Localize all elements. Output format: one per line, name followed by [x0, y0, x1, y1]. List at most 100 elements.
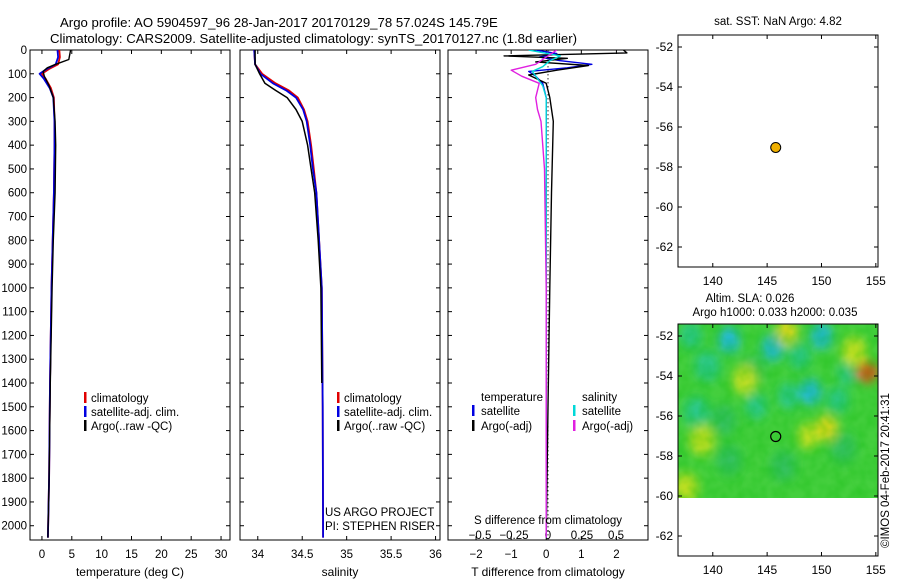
map-x-tick-label: 150 [811, 274, 831, 288]
t-difference-x-label: T difference from climatology [471, 565, 625, 579]
legend-swatch-sal-satellite [573, 405, 576, 416]
salinity-plot-frame [239, 49, 441, 541]
profile-line-argo-raw-qc [254, 50, 323, 384]
salinity-x-tick-label: 35 [340, 549, 353, 561]
legend-label-sal-argo: Argo(-adj) [582, 421, 633, 433]
s-difference-tick-label: 0.5 [608, 530, 624, 542]
salinity-x-tick-label: 34.5 [291, 549, 313, 561]
figure-title-line2: Climatology: CARS2009. Satellite-adjuste… [50, 31, 577, 46]
temperature-x-label: temperature (deg C) [76, 565, 184, 579]
salinity-x-tick-label: 35.5 [380, 549, 402, 561]
principal-investigator: PI: STEPHEN RISER [325, 521, 435, 533]
sst-map-points [770, 141, 782, 153]
difference-depth-ticks [448, 49, 648, 527]
legend-label-temp-argo: Argo(-adj) [481, 421, 532, 433]
temperature-x-tick-label: 5 [69, 549, 75, 561]
s-difference-tick-label: −0.5 [469, 530, 492, 542]
map-x-tick-label: 140 [703, 563, 723, 577]
map-x-tick-label: 155 [866, 274, 886, 288]
legend-swatch-argo [337, 420, 340, 431]
legend-swatch-climatology [337, 392, 340, 403]
depth-tick-label: 1900 [1, 497, 27, 509]
depth-tick-label: 300 [8, 116, 27, 128]
temperature-x-tick-label: 25 [185, 549, 198, 561]
depth-tick-label: 900 [8, 259, 27, 271]
legend-label-temp-satellite: satellite [481, 406, 520, 418]
depth-tick-label: 1100 [2, 307, 27, 319]
depth-tick-label: 400 [8, 140, 27, 152]
temperature-profiles [38, 50, 72, 538]
sla-map-axes: 140 145 150 155 -52 -54 -56 -58 -60 -62 [656, 324, 886, 577]
depth-tick-label: 0 [21, 45, 27, 57]
legend-label-sal-satellite: satellite [582, 406, 621, 418]
sla-map-panel: Altim. SLA: 0.026 Argo h1000: 0.033 h200… [656, 293, 887, 577]
salinity-legend: climatology satellite-adj. clim. Argo(..… [337, 392, 432, 433]
map-y-tick-label: -60 [656, 200, 674, 214]
profile-line-salinity-argo-adj [510, 50, 558, 538]
project-name: US ARGO PROJECT [325, 507, 434, 519]
map-y-tick-label: -54 [656, 369, 674, 383]
difference-x-axis: −2 −1 0 1 2 −0.5 −0.25 0 0.25 0.5 [469, 50, 624, 561]
depth-tick-label: 200 [8, 93, 27, 105]
imos-watermark: ©IMOS 04-Feb-2017 20:41:31 [880, 393, 892, 548]
legend-label-climatology: climatology [91, 393, 149, 405]
temperature-plot-frame [29, 49, 231, 541]
salinity-x-axis: 34 34.5 35 35.5 36 [251, 50, 442, 561]
s-difference-tick-label: 0 [545, 530, 551, 542]
map-x-tick-label: 145 [757, 563, 777, 577]
depth-tick-label: 2000 [1, 521, 27, 533]
salinity-x-tick-label: 34 [251, 549, 264, 561]
map-x-tick-label: 145 [757, 274, 777, 288]
sst-map-axes: 140 145 150 155 -52 -54 -56 -58 -60 -62 [656, 35, 886, 288]
legend-label-climatology: climatology [344, 393, 402, 405]
map-y-tick-label: -54 [656, 80, 674, 94]
salinity-depth-ticks [240, 49, 440, 527]
map-y-tick-label: -56 [656, 409, 674, 423]
figure-title-line1: Argo profile: AO 5904597_96 28-Jan-2017 … [60, 15, 498, 30]
sla-texture [678, 324, 878, 498]
sla-heatmap [678, 324, 878, 498]
profile-line-temperature-satellite [528, 50, 593, 538]
map-x-tick-label: 150 [811, 563, 831, 577]
temperature-legend: climatology satellite-adj. clim. Argo(..… [84, 392, 179, 433]
difference-x-tick-label: −1 [505, 549, 518, 561]
legend-swatch-satellite [84, 406, 87, 417]
depth-tick-label: 1200 [1, 330, 27, 342]
map-y-tick-label: -62 [656, 529, 674, 543]
salinity-panel: 34 34.5 35 35.5 36 climatology satellite-adj… [239, 49, 442, 579]
depth-tick-label: 100 [8, 69, 27, 81]
legend-label-argo: Argo(..raw -QC) [344, 421, 425, 433]
temperature-x-tick-label: 30 [215, 549, 228, 561]
map-y-tick-label: -52 [656, 329, 674, 343]
depth-tick-label: 800 [8, 235, 27, 247]
map-y-tick-label: -58 [656, 160, 674, 174]
s-difference-tick-label: −0.25 [499, 530, 528, 542]
map-y-tick-label: -52 [656, 40, 674, 54]
difference-panel: −2 −1 0 1 2 −0.5 −0.25 0 0.25 0.5 temperature sal… [447, 49, 649, 579]
depth-axis: 0 100 200 300 400 500 600 700 800 900 1000 1100 1200… [1, 45, 230, 533]
profile-line-argo-raw-qc [42, 50, 72, 538]
map-y-tick-label: -62 [656, 240, 674, 254]
depth-tick-label: 1000 [1, 283, 27, 295]
sla-map-points [770, 430, 782, 443]
map-x-tick-label: 155 [866, 563, 886, 577]
temperature-panel: 0100200300400500600700800900100011001200… [1, 45, 231, 579]
difference-profiles [503, 50, 628, 538]
profile-line-climatology [253, 50, 325, 538]
legend-label-argo: Argo(..raw -QC) [91, 421, 172, 433]
s-difference-tick-label: 0.25 [571, 530, 593, 542]
legend-title-salinity: salinity [582, 392, 617, 404]
legend-label-satellite: satellite-adj. clim. [344, 407, 432, 419]
map-x-tick-label: 140 [703, 274, 723, 288]
sla-map-frame [677, 323, 879, 557]
difference-x-tick-label: 2 [613, 549, 619, 561]
legend-swatch-sal-argo [573, 420, 576, 431]
depth-tick-label: 600 [8, 188, 27, 200]
legend-swatch-temp-satellite [472, 405, 475, 416]
s-difference-x-label: S difference from climatology [474, 515, 622, 527]
legend-swatch-satellite [337, 406, 340, 417]
difference-x-tick-label: 1 [578, 549, 584, 561]
legend-swatch-temp-argo [472, 420, 475, 431]
legend-title-temperature: temperature [481, 392, 543, 404]
